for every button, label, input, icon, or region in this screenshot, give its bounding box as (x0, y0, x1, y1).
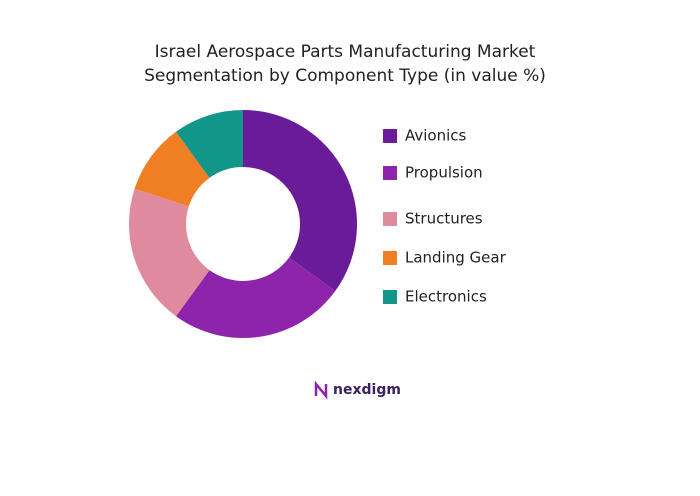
donut-slice (243, 110, 357, 292)
donut-slice (134, 131, 210, 207)
logo-icon (314, 380, 328, 400)
chart-subtitle: Segmentation by Component Type (in value… (144, 66, 546, 86)
legend-swatch (383, 290, 397, 304)
legend-label: Structures (405, 210, 483, 228)
legend-swatch (383, 212, 397, 226)
chart-title: Israel Aerospace Parts Manufacturing Mar… (155, 42, 536, 62)
legend-label: Avionics (405, 127, 467, 145)
donut-slice (175, 257, 336, 338)
donut-slice (175, 110, 243, 178)
legend-label: Landing Gear (405, 249, 507, 267)
legend-swatch (383, 166, 397, 180)
legend-swatch (383, 251, 397, 265)
legend-label: Propulsion (405, 164, 483, 182)
donut-slice (129, 188, 210, 317)
logo-text: nexdigm (333, 382, 401, 398)
legend-swatch (383, 129, 397, 143)
logo-mark (314, 380, 328, 400)
legend-label: Electronics (405, 288, 487, 306)
